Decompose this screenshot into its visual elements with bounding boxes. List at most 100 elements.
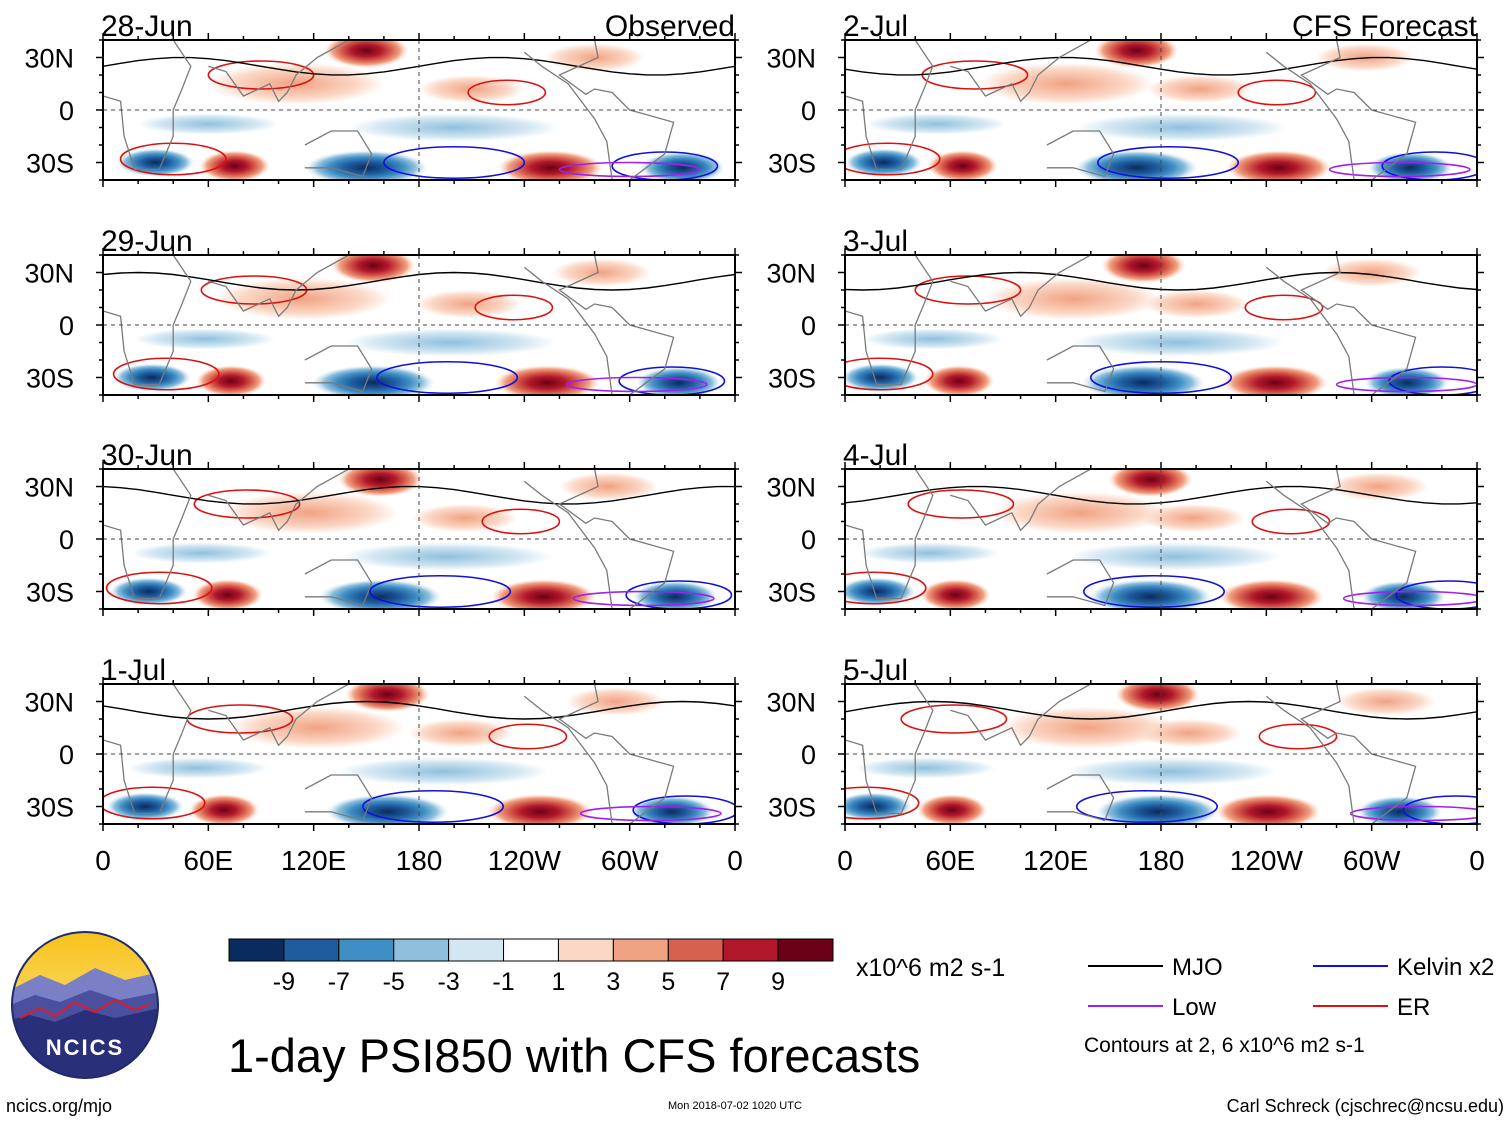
contour-lines <box>105 489 733 609</box>
continent-outline <box>1046 345 1115 393</box>
negative-anomaly <box>341 542 553 571</box>
y-tick-label: 30N <box>24 473 74 503</box>
negative-anomaly <box>1364 367 1449 395</box>
x-tick-label: 120E <box>1023 845 1088 876</box>
wave-contour <box>1335 376 1477 393</box>
positive-anomaly <box>992 491 1169 534</box>
anomaly-field <box>110 469 718 609</box>
continent-outline <box>845 469 934 600</box>
negative-anomaly <box>1089 579 1212 609</box>
wave-contour <box>845 571 927 605</box>
negative-anomaly <box>845 792 912 821</box>
positive-anomaly <box>1218 579 1325 609</box>
continent-outline <box>845 684 934 815</box>
wave-contour <box>845 786 920 820</box>
site-link[interactable]: ncics.org/mjo <box>6 1096 113 1116</box>
wave-contour <box>112 357 220 391</box>
map-panel: 2-Jul CFS Forecast <box>838 10 1484 187</box>
wave-contour <box>632 795 735 824</box>
colorbar-tick-label: 5 <box>661 968 675 996</box>
negative-anomaly <box>855 757 996 779</box>
wave-contour <box>1388 366 1477 395</box>
positive-anomaly <box>196 365 267 395</box>
positive-anomaly <box>408 719 514 747</box>
continent-outline <box>304 774 373 822</box>
positive-anomaly <box>545 43 644 72</box>
legend-label: MJO <box>1172 954 1223 981</box>
map-panel: 30-Jun <box>96 439 742 616</box>
y-tick-label: 30N <box>24 259 74 289</box>
wave-contour <box>488 723 568 750</box>
negative-anomaly <box>1066 757 1277 786</box>
positive-anomaly <box>324 40 409 68</box>
positive-anomaly <box>498 150 604 180</box>
y-tick-label: 0 <box>59 96 74 126</box>
colorbar-swatch <box>667 938 724 962</box>
coastlines <box>103 40 675 180</box>
positive-anomaly <box>1146 75 1253 103</box>
x-tick-label: 60E <box>925 845 975 876</box>
positive-anomaly <box>189 794 260 824</box>
colorbar-tick-label: 7 <box>716 968 730 996</box>
wave-contour <box>474 294 554 321</box>
negative-anomaly <box>629 796 714 824</box>
wave-contour <box>376 360 519 395</box>
positive-anomaly <box>1101 255 1186 283</box>
continent-outline <box>845 40 934 171</box>
colorbar-swatch <box>612 938 669 962</box>
map-panel: 3-Jul <box>838 225 1484 402</box>
positive-anomaly <box>490 579 597 609</box>
colorbar: -9 -7 -5 -3 -1 1 3 5 7 9 <box>228 938 834 996</box>
positive-anomaly <box>487 794 593 824</box>
positive-anomaly <box>1222 365 1328 395</box>
panel-date: 2-Jul <box>843 10 908 43</box>
negative-anomaly <box>338 757 549 786</box>
negative-anomaly <box>1096 794 1219 824</box>
x-tick-label: 0 <box>95 845 111 876</box>
negative-anomaly <box>862 328 1003 350</box>
negative-anomaly <box>110 577 188 606</box>
y-tick-label: 0 <box>59 311 74 341</box>
continent-outline <box>103 469 192 600</box>
panel-date: 4-Jul <box>843 439 908 472</box>
wave-contour <box>1395 580 1477 609</box>
y-tick-label: 30S <box>26 364 74 394</box>
continent-outline <box>1257 684 1417 824</box>
continent-outline <box>1046 774 1115 822</box>
x-tick-label: 180 <box>1138 845 1185 876</box>
x-tick-label: 60E <box>183 845 233 876</box>
wave-contour <box>1097 145 1240 180</box>
y-tick-label: 30N <box>24 688 74 718</box>
wave-contour <box>1349 805 1477 822</box>
contour-lines <box>103 704 735 824</box>
x-tick-label: 120E <box>281 845 346 876</box>
coastlines <box>845 684 1417 824</box>
page-title: 1-day PSI850 with CFS forecasts <box>228 1029 921 1082</box>
positive-anomaly <box>985 277 1161 320</box>
y-tick-label: 30S <box>768 149 816 179</box>
x-tick-label: 60W <box>601 845 659 876</box>
issue-timestamp: Mon 2018-07-02 1020 UTC <box>668 1100 802 1112</box>
ncics-logo: NCICS <box>11 931 159 1079</box>
axis-labels: 30N030S30N030S30N030S30N030S30N030S30N03… <box>24 44 1484 877</box>
y-tick-label: 0 <box>801 525 816 555</box>
negative-anomaly <box>866 113 1007 135</box>
wave-contour <box>907 489 1015 519</box>
y-tick-label: 0 <box>59 740 74 770</box>
continent-outline <box>950 255 1093 318</box>
negative-anomaly <box>1069 542 1281 571</box>
legend-label: ER <box>1397 994 1430 1021</box>
y-tick-label: 0 <box>801 740 816 770</box>
wave-contour <box>1244 294 1324 321</box>
positive-anomaly <box>920 579 991 609</box>
negative-anomaly <box>131 542 272 564</box>
continent-outline <box>515 40 675 180</box>
colorbar-swatch <box>777 938 834 962</box>
author-credit: Carl Schreck (cjschrec@ncsu.edu) <box>1226 1096 1504 1116</box>
positive-anomaly <box>345 684 430 712</box>
map-panels: 28-Jun Observed 29-Jun 30-Jun 1-Jul 2-Jul CFS … <box>96 10 1484 831</box>
anomaly-field <box>106 684 714 824</box>
continent-outline <box>103 684 192 815</box>
colorbar-swatch <box>722 938 779 962</box>
